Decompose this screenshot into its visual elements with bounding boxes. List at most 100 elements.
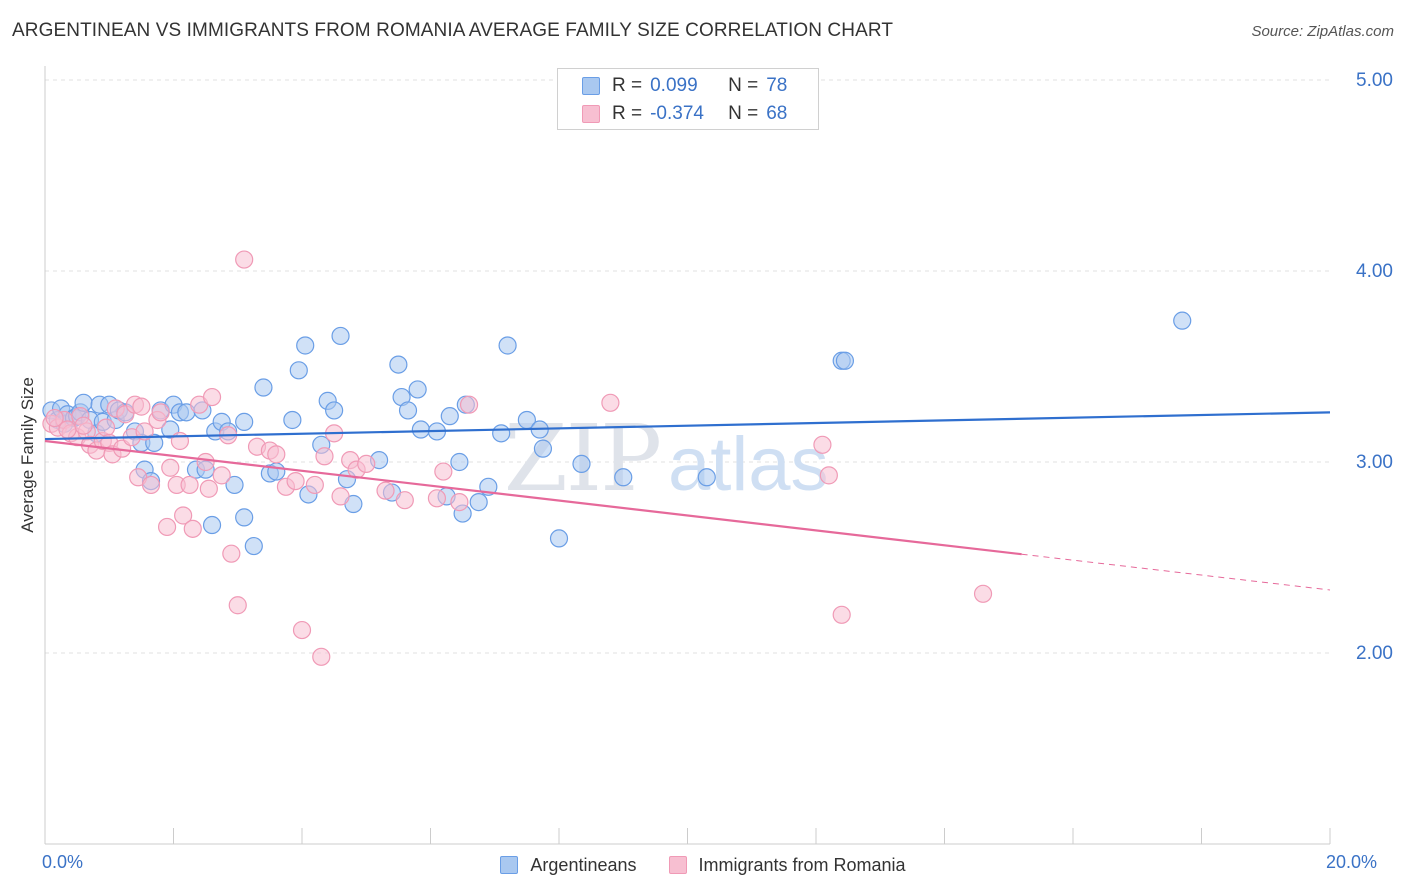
- romania-point: [170, 431, 190, 451]
- romania-point: [212, 466, 231, 485]
- romania-legend-swatch: [668, 856, 687, 874]
- argentineans-point: [244, 536, 263, 556]
- romania-point: [601, 393, 620, 412]
- legend-item-romania[interactable]: Immigrants from Romania: [668, 854, 906, 876]
- argentineans-point: [492, 424, 511, 443]
- romania-point: [819, 466, 838, 485]
- romania-point: [813, 435, 832, 454]
- chart-source: Source: ZipAtlas.com: [1251, 23, 1394, 40]
- romania-point: [199, 479, 218, 498]
- argentineans-point: [398, 401, 418, 420]
- y-tick-label: 3.00: [1356, 452, 1393, 473]
- romania-trend-line-extension: [1021, 553, 1331, 591]
- argentineans-point: [235, 412, 254, 431]
- y-tick-label: 5.00: [1356, 70, 1393, 91]
- argentineans-point: [225, 475, 244, 495]
- n-value: 78: [766, 75, 788, 96]
- y-tick-label: 4.00: [1356, 261, 1393, 282]
- romania-point: [973, 584, 993, 603]
- romania-point: [151, 403, 170, 422]
- legend-label-romania: Immigrants from Romania: [698, 854, 906, 875]
- romania-point: [331, 487, 350, 506]
- romania-point: [58, 420, 77, 439]
- r-value: -0.374: [650, 103, 704, 124]
- argentineans-point: [450, 452, 469, 472]
- argentineans-point: [1173, 311, 1192, 330]
- n-value: 68: [766, 103, 788, 124]
- romania-point: [45, 408, 64, 428]
- romania-point: [135, 422, 154, 441]
- y-tick-labels: 2.00 3.00 4.00 5.00: [1356, 70, 1393, 664]
- romania-point: [196, 452, 215, 472]
- romania-point: [434, 462, 453, 481]
- argentineans-point: [331, 326, 350, 346]
- r-value: 0.099: [650, 75, 698, 96]
- argentineans-point: [411, 420, 430, 439]
- argentineans-point: [289, 361, 308, 380]
- romania-point: [228, 596, 247, 615]
- stats-row-argentineans: R = 0.099 N = 78: [582, 73, 787, 99]
- romania-trend-line: [44, 439, 1022, 556]
- argentineans-point: [533, 439, 553, 458]
- romania-point: [357, 454, 376, 474]
- legend-label-argentineans: Argentineans: [530, 854, 637, 875]
- romania-point: [141, 475, 161, 495]
- romania-swatch: [582, 105, 600, 123]
- romania-point: [74, 416, 93, 435]
- romania-point: [292, 620, 312, 640]
- argentineans-point: [440, 407, 459, 426]
- romania-point: [183, 519, 202, 538]
- romania-point: [395, 491, 414, 510]
- watermark-atlas: atlas: [668, 422, 829, 507]
- trend-lines: [44, 411, 1331, 591]
- argentineans-swatch: [582, 77, 600, 95]
- romania-point: [96, 418, 116, 437]
- argentineans-point: [697, 468, 716, 487]
- argentineans-point: [549, 529, 569, 548]
- romania-point: [286, 472, 305, 491]
- n-label: N =: [728, 75, 759, 96]
- chart-title: ARGENTINEAN VS IMMIGRANTS FROM ROMANIA A…: [12, 20, 894, 41]
- romania-point: [235, 250, 254, 269]
- argentineans-point: [469, 493, 488, 512]
- argentineans-point: [283, 410, 302, 430]
- r-label: R =: [612, 75, 643, 96]
- argentineans-trend-line: [44, 411, 1331, 441]
- stats-row-romania: R = -0.374 N = 68: [582, 101, 787, 127]
- argentineans-legend-swatch: [500, 856, 519, 874]
- argentineans-point: [267, 462, 286, 481]
- grid: [45, 79, 1330, 654]
- argentineans-point: [325, 401, 344, 420]
- argentineans-point: [296, 336, 315, 355]
- romania-point: [312, 647, 331, 666]
- romania-point: [202, 387, 222, 407]
- argentineans-point: [408, 380, 427, 399]
- romania-point: [157, 517, 177, 537]
- romania-point: [305, 475, 324, 495]
- romania-point: [450, 493, 469, 512]
- romania-point: [459, 395, 479, 414]
- romania-point: [222, 544, 241, 563]
- x-tick-label-min: 0.0%: [42, 852, 84, 872]
- series-legend: Argentineans Immigrants from Romania: [0, 852, 1406, 878]
- argentineans-point: [389, 355, 408, 374]
- argentineans-point: [235, 508, 254, 527]
- argentineans-point: [572, 454, 591, 474]
- romania-point: [315, 447, 334, 466]
- n-label: N =: [728, 103, 759, 124]
- r-label: R =: [612, 103, 643, 124]
- argentineans-point: [254, 378, 273, 397]
- argentineans-point: [614, 468, 633, 487]
- romania-point: [161, 458, 180, 477]
- axes: [44, 66, 1331, 845]
- argentineans-point: [835, 351, 855, 370]
- romania-point: [180, 475, 199, 495]
- legend-item-argentineans[interactable]: Argentineans: [500, 854, 637, 876]
- y-tick-label: 2.00: [1356, 643, 1393, 664]
- romania-point: [427, 489, 447, 508]
- argentineans-point: [202, 515, 222, 535]
- romania-point: [267, 445, 286, 464]
- x-tick-label-max: 20.0%: [1326, 852, 1378, 872]
- romania-point: [174, 506, 193, 525]
